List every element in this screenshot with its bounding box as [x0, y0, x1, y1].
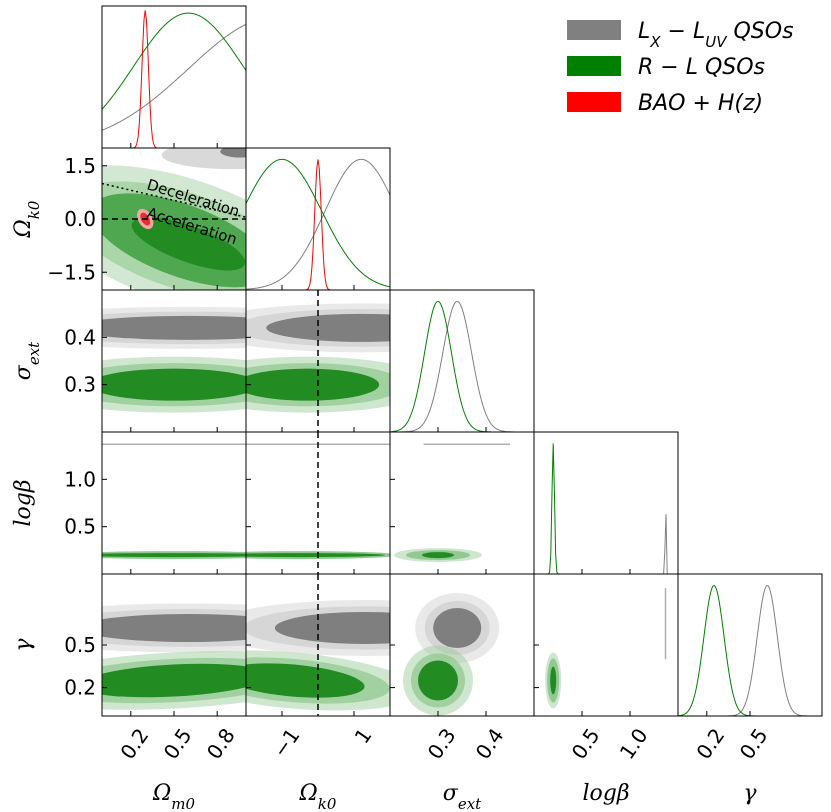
legend-label-2: BAO + H(z) [638, 91, 763, 116]
marginal-curve-r-l [102, 12, 246, 110]
y-axis-label-log_beta: logβ [11, 479, 36, 526]
marginal-Omega_k0 [246, 158, 390, 290]
marginal-curve-lx-luv [102, 23, 246, 131]
y-tick-label-log_beta: 1.0 [64, 467, 96, 491]
x-tick-label-log_beta: 1.0 [615, 724, 653, 764]
legend-swatch-0 [567, 20, 621, 40]
x-axis-label-Omega_m0: Ωm0 [152, 781, 195, 812]
panel-frame-1-1 [245, 147, 391, 291]
x-tick-label-sigma_ext: 0.3 [423, 724, 461, 764]
panel-sigma_ext-vs-Omega_m0 [102, 306, 246, 413]
contour-1sigma-r-l [422, 552, 454, 559]
marginal-curve-r-l [390, 300, 534, 432]
panel-frame-2-2 [389, 289, 535, 433]
panel-gamma-vs-sigma_ext [403, 592, 500, 716]
y-tick-label-sigma_ext: 0.4 [64, 325, 96, 349]
legend-label-0: LX − LUV QSOs [638, 19, 794, 51]
panel-gamma-vs-Omega_m0 [102, 603, 246, 710]
contour-core-r-l [131, 217, 246, 271]
panel-gamma-vs-log_beta [545, 588, 667, 709]
marginal-Omega_m0 [102, 10, 246, 148]
contour-1sigma-r-l [246, 553, 385, 558]
marginal-sigma_ext [390, 300, 534, 432]
legend-swatch-1 [567, 56, 621, 76]
panel-frame-4-4 [677, 573, 823, 717]
y-tick-label-sigma_ext: 0.3 [64, 373, 96, 397]
x-tick-label-sigma_ext: 0.4 [471, 724, 509, 764]
y-tick-label-Omega_k0: 0.0 [64, 207, 96, 231]
marginal-gamma [678, 584, 822, 716]
marginal-curve-r-l [246, 158, 390, 288]
y-tick-label-log_beta: 0.5 [64, 515, 96, 539]
panel-gamma-vs-Omega_k0 [246, 574, 390, 716]
y-axis-label-sigma_ext: σext [11, 341, 43, 380]
panel-log_beta-vs-sigma_ext [394, 443, 510, 563]
x-tick-label-gamma: 0.5 [735, 724, 773, 764]
contour-1sigma-lx-luv [266, 313, 390, 342]
marginal-curve-r-l [534, 443, 678, 574]
contour-1sigma-r-l [550, 666, 557, 695]
panel-log_beta-vs-Omega_m0 [102, 443, 246, 560]
panel-sigma_ext-vs-Omega_k0 [246, 290, 390, 432]
x-tick-label-gamma: 0.2 [691, 724, 729, 764]
marginal-curve-bao-hz [102, 10, 246, 148]
contour-1sigma-r-l [418, 660, 458, 701]
legend-swatch-2 [567, 92, 621, 112]
marginal-curve-bao-hz [246, 159, 390, 290]
contour-1sigma-lx-luv [433, 607, 482, 648]
contour-1sigma-r-l [102, 368, 246, 401]
x-tick-label-Omega_k0: 1 [350, 724, 377, 748]
contour-1sigma-r-l [246, 663, 365, 698]
legend-label-1: R − L QSOs [638, 55, 765, 80]
x-axis-label-Omega_k0: Ωk0 [299, 781, 337, 812]
x-axis-label-sigma_ext: σext [443, 781, 482, 812]
marginal-curve-lx-luv [246, 158, 390, 290]
contour-1sigma-r-l [102, 663, 246, 698]
x-axis-label-gamma: γ [743, 781, 757, 806]
x-tick-label-Omega_m0: 0.2 [115, 724, 153, 764]
x-tick-label-log_beta: 0.5 [567, 724, 605, 764]
y-tick-label-Omega_k0: 1.5 [64, 154, 96, 178]
y-tick-label-gamma: 0.5 [64, 633, 96, 657]
y-tick-label-Omega_k0: −1.5 [47, 260, 96, 284]
contour-1sigma-lx-luv [102, 315, 246, 340]
x-tick-label-Omega_m0: 0.8 [202, 724, 240, 764]
y-tick-label-gamma: 0.2 [64, 676, 96, 700]
legend: LX − LUV QSOs R − L QSOs BAO + H(z) [567, 19, 794, 116]
marginal-log_beta [534, 443, 678, 574]
contour-1sigma-lx-luv [274, 611, 390, 644]
y-axis-label-Omega_k0: Ωk0 [11, 200, 43, 238]
contour-1sigma-lx-luv [102, 613, 246, 642]
x-tick-label-Omega_k0: −1 [268, 724, 305, 762]
contour-1sigma-r-l [246, 368, 380, 401]
x-tick-label-Omega_m0: 0.5 [159, 724, 197, 764]
panel-frame-0-0 [101, 5, 247, 149]
x-axis-label-log_beta: logβ [582, 781, 629, 806]
panel-log_beta-vs-Omega_k0 [246, 432, 390, 574]
contour-1sigma-r-l [102, 553, 246, 558]
y-axis-label-gamma: γ [11, 638, 36, 652]
contour-1sigma-lx-luv [220, 148, 246, 158]
marginal-curve-lx-luv [678, 584, 822, 716]
marginal-curve-r-l [678, 584, 822, 716]
